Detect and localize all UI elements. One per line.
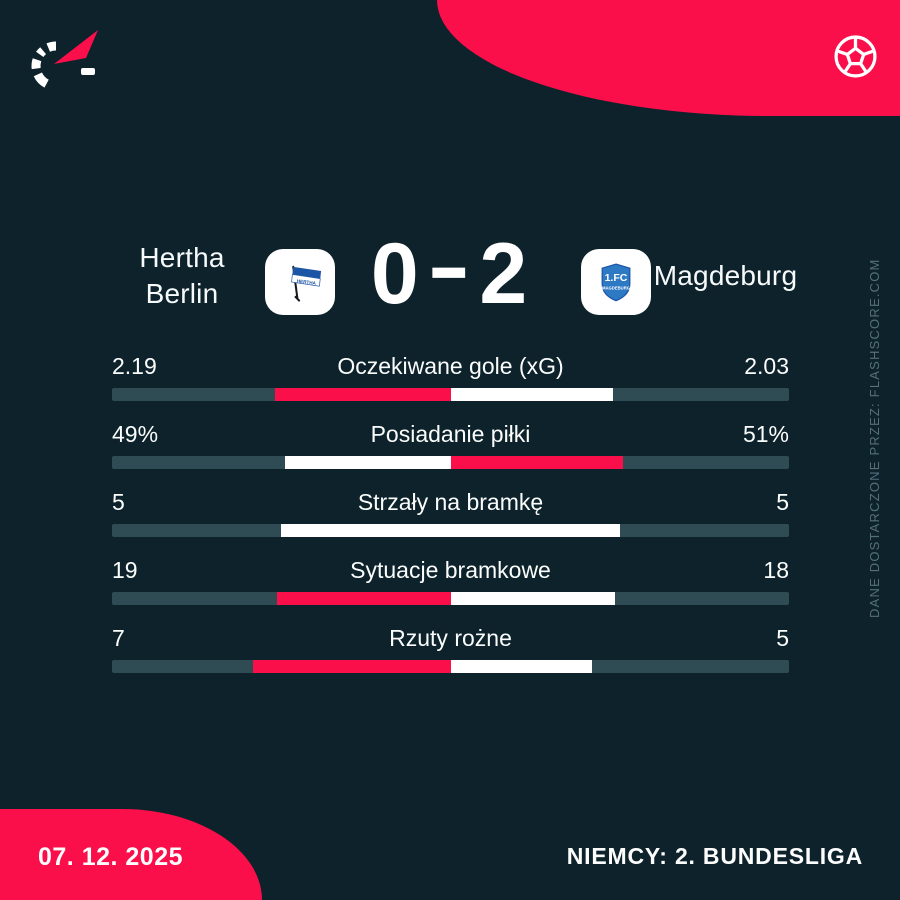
svg-text:MAGDEBURG: MAGDEBURG — [602, 285, 631, 290]
away-team-name: Magdeburg — [653, 260, 798, 291]
stat-label: Rzuty rożne — [389, 625, 512, 651]
stat-home-value: 2.19 — [112, 353, 157, 379]
home-team-name-line2: Berlin — [145, 278, 219, 309]
stat-row: 49% Posiadanie piłki 51% — [112, 419, 789, 469]
stat-away-value: 18 — [763, 557, 789, 583]
stat-away-value: 5 — [776, 625, 789, 651]
league-label: NIEMCY: 2. BUNDESLIGA — [566, 843, 863, 869]
stat-label: Oczekiwane gole (xG) — [337, 353, 564, 379]
stat-bar-away-segment — [450, 388, 614, 401]
hertha-flag-icon: HERTHA — [291, 265, 322, 302]
stat-row: 2.19 Oczekiwane gole (xG) 2.03 — [112, 351, 789, 401]
stat-home-value: 19 — [112, 557, 138, 583]
stat-bar — [112, 388, 789, 401]
away-score: 2 — [479, 226, 530, 322]
stat-row: 19 Sytuacje bramkowe 18 — [112, 555, 789, 605]
stat-row: 5 Strzały na bramkę 5 — [112, 487, 789, 537]
header-red-shape — [437, 0, 900, 116]
football-icon — [834, 35, 877, 78]
match-date: 07. 12. 2025 — [38, 843, 184, 871]
stat-label: Posiadanie piłki — [370, 421, 531, 447]
stat-bar — [112, 456, 789, 469]
stat-bar-away-segment — [450, 660, 592, 673]
stat-label: Strzały na bramkę — [357, 489, 544, 515]
stat-home-value: 5 — [112, 489, 125, 515]
stat-away-value: 51% — [742, 421, 789, 447]
home-team-name-line1: Hertha — [139, 242, 225, 273]
stat-away-value: 2.03 — [744, 353, 789, 379]
stat-bar-away-segment — [450, 524, 620, 537]
home-team-name: Hertha Berlin — [92, 240, 272, 312]
stat-bar-home-segment — [274, 388, 451, 401]
attribution-text: DANE DOSTARCZONE PRZEZ: FLASHSCORE.COM — [867, 258, 882, 618]
stat-bar — [112, 660, 789, 673]
svg-text:HERTHA: HERTHA — [296, 278, 316, 285]
stat-bar-home-segment — [281, 524, 451, 537]
svg-text:1.FC: 1.FC — [605, 272, 628, 284]
stats-list: 2.19 Oczekiwane gole (xG) 2.03 49% Posia… — [112, 351, 789, 691]
home-team-crest: HERTHA — [265, 249, 335, 315]
stat-bar — [112, 524, 789, 537]
stat-bar-home-segment — [253, 660, 451, 673]
stat-bar-away-segment — [450, 592, 616, 605]
score-separator: - — [427, 218, 473, 314]
stat-bar-home-segment — [276, 592, 451, 605]
flashscore-logo-icon — [31, 28, 102, 91]
stat-bar-home-segment — [284, 456, 451, 469]
stat-away-value: 5 — [776, 489, 789, 515]
stat-home-value: 49% — [112, 421, 159, 447]
magdeburg-shield-icon: 1.FC MAGDEBURG — [601, 263, 631, 302]
stat-bar — [112, 592, 789, 605]
stat-home-value: 7 — [112, 625, 125, 651]
score-display: 0-2 — [330, 218, 570, 322]
stat-row: 7 Rzuty rożne 5 — [112, 623, 789, 673]
stat-label: Sytuacje bramkowe — [350, 557, 551, 583]
stat-bar-away-segment — [450, 456, 624, 469]
away-team-crest: 1.FC MAGDEBURG — [581, 249, 651, 315]
home-score: 0 — [370, 226, 421, 322]
